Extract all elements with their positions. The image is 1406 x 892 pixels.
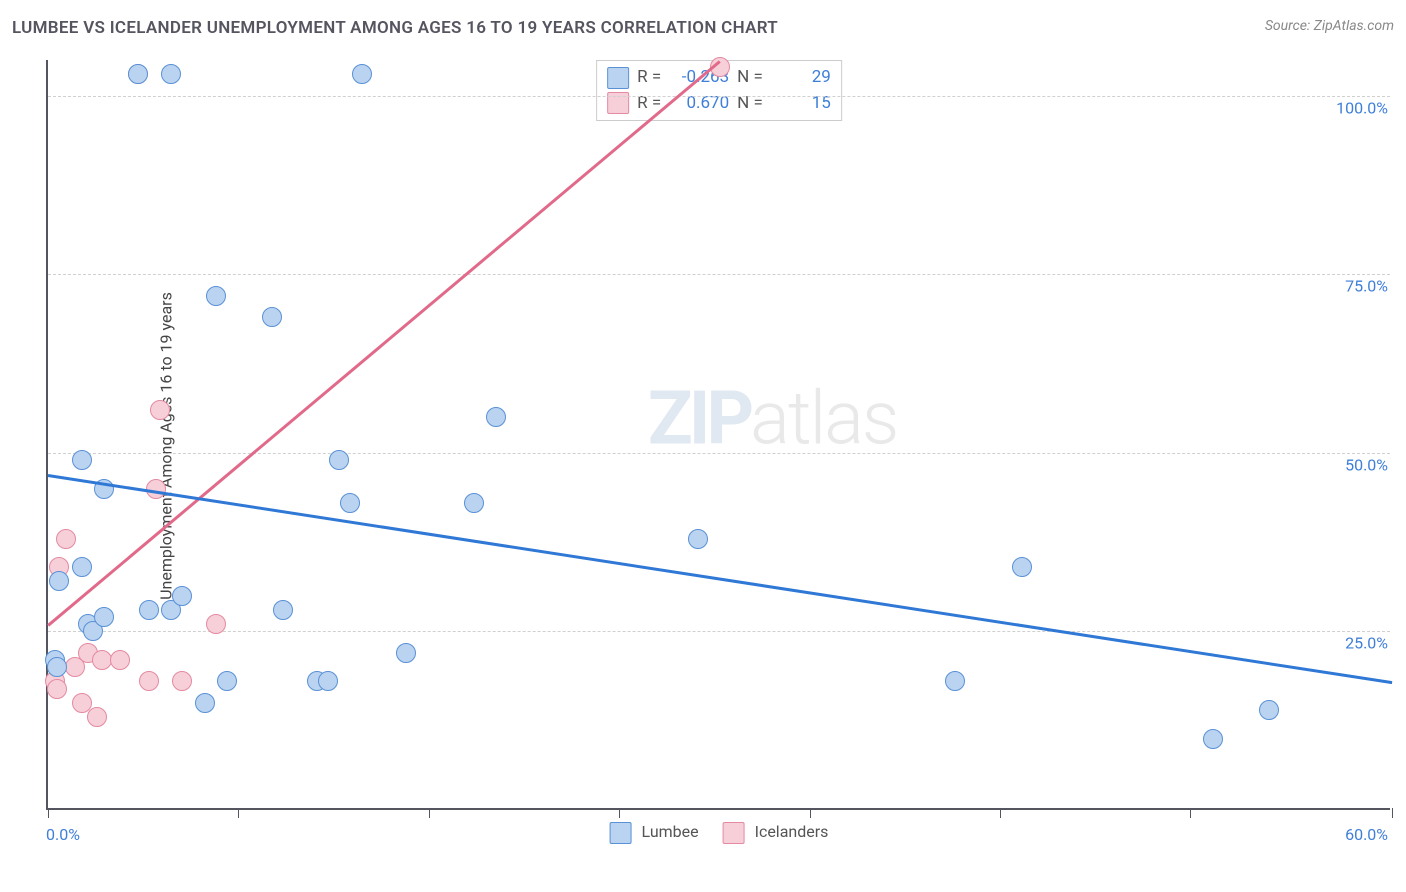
legend-item-lumbee: Lumbee <box>610 822 699 844</box>
lumbee-point <box>1203 729 1223 749</box>
source-name: ZipAtlas.com <box>1314 18 1394 34</box>
lumbee-point <box>273 600 293 620</box>
y-tick-label: 75.0% <box>1345 277 1394 296</box>
icelanders-point <box>56 529 76 549</box>
lumbee-point <box>139 600 159 620</box>
lumbee-point <box>464 493 484 513</box>
x-tick <box>238 808 239 818</box>
x-tick <box>619 808 620 818</box>
lumbee-point <box>72 450 92 470</box>
lumbee-point <box>128 64 148 84</box>
trend-line <box>48 474 1392 684</box>
gridline <box>48 274 1390 275</box>
lumbee-point <box>352 64 372 84</box>
icelanders-point <box>150 400 170 420</box>
x-tick <box>1190 808 1191 818</box>
lumbee-point <box>688 529 708 549</box>
lumbee-point <box>1012 557 1032 577</box>
gridline <box>48 96 1390 97</box>
x-axis-label: 60.0% <box>1345 825 1388 844</box>
n-label: N = <box>737 91 763 117</box>
lumbee-point <box>329 450 349 470</box>
icelanders-point <box>172 671 192 691</box>
y-tick-label: 100.0% <box>1336 98 1394 117</box>
icelanders-point <box>47 679 67 699</box>
lumbee-point <box>94 607 114 627</box>
lumbee-point <box>396 643 416 663</box>
x-tick <box>429 808 430 818</box>
chart-header: LUMBEE VS ICELANDER UNEMPLOYMENT AMONG A… <box>12 18 1394 38</box>
icelanders-point <box>65 657 85 677</box>
lumbee-point <box>486 407 506 427</box>
icelanders-point <box>87 707 107 727</box>
n-value-lumbee: 29 <box>771 65 831 91</box>
lumbee-swatch-icon <box>607 67 629 89</box>
trend-line <box>47 60 721 626</box>
icelanders-swatch-icon <box>723 822 745 844</box>
x-tick <box>810 808 811 818</box>
watermark: ZIPatlas <box>648 376 898 463</box>
chart-title: LUMBEE VS ICELANDER UNEMPLOYMENT AMONG A… <box>12 18 778 38</box>
watermark-zip: ZIP <box>648 376 750 463</box>
lumbee-point <box>340 493 360 513</box>
x-tick <box>1392 808 1393 818</box>
y-tick-label: 50.0% <box>1345 455 1394 474</box>
n-value-icelanders: 15 <box>771 91 831 117</box>
icelanders-point <box>139 671 159 691</box>
r-label: R = <box>637 65 661 91</box>
lumbee-point <box>49 571 69 591</box>
lumbee-point <box>161 64 181 84</box>
lumbee-point <box>945 671 965 691</box>
watermark-atlas: atlas <box>750 376 897 463</box>
series-legend: Lumbee Icelanders <box>610 822 829 844</box>
icelanders-point <box>110 650 130 670</box>
gridline <box>48 631 1390 632</box>
n-label: N = <box>737 65 763 91</box>
chart-source: Source: ZipAtlas.com <box>1265 18 1394 34</box>
source-prefix: Source: <box>1265 18 1314 34</box>
lumbee-label: Lumbee <box>642 822 699 841</box>
lumbee-point <box>172 586 192 606</box>
lumbee-point <box>72 557 92 577</box>
scatter-plot: ZIPatlas R = -0.263 N = 29 R = 0.670 N =… <box>46 60 1390 810</box>
legend-item-icelanders: Icelanders <box>723 822 829 844</box>
lumbee-point <box>195 693 215 713</box>
x-tick <box>1000 808 1001 818</box>
lumbee-point <box>206 286 226 306</box>
lumbee-point <box>318 671 338 691</box>
lumbee-swatch-icon <box>610 822 632 844</box>
lumbee-point <box>1259 700 1279 720</box>
icelanders-point <box>206 614 226 634</box>
lumbee-point <box>217 671 237 691</box>
icelanders-label: Icelanders <box>755 822 829 841</box>
lumbee-point <box>47 657 67 677</box>
x-tick <box>48 808 49 818</box>
legend-row-icelanders: R = 0.670 N = 15 <box>607 91 831 117</box>
y-tick-label: 25.0% <box>1345 634 1394 653</box>
x-axis-label: 0.0% <box>46 825 80 844</box>
lumbee-point <box>262 307 282 327</box>
